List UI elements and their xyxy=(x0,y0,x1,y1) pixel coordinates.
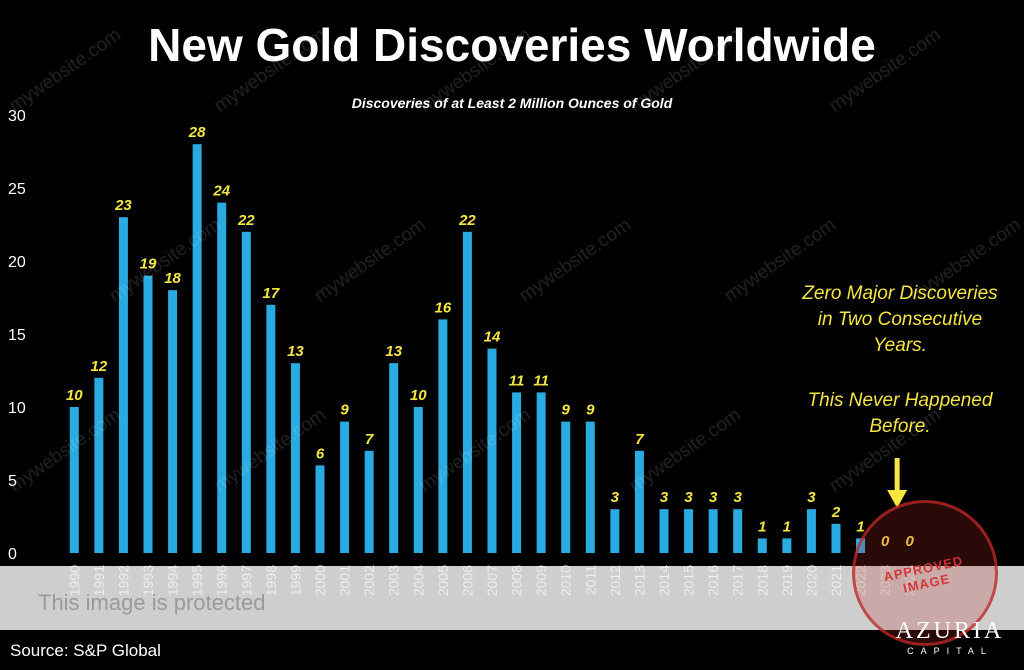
value-label-2001: 9 xyxy=(340,402,349,419)
value-label-2016: 3 xyxy=(709,489,718,506)
y-tick-label: 15 xyxy=(8,327,26,344)
value-label-2022: 1 xyxy=(856,518,864,535)
y-tick-label: 10 xyxy=(8,400,26,417)
bar-2014 xyxy=(659,509,669,553)
chart-title: New Gold Discoveries Worldwide xyxy=(148,19,876,71)
bar-2015 xyxy=(684,509,694,553)
value-label-1994: 18 xyxy=(164,270,181,287)
y-tick-label: 20 xyxy=(8,254,26,271)
annotation-never-happened: This Never Happened Before. xyxy=(807,390,993,437)
y-tick-label: 30 xyxy=(8,108,26,125)
down-arrow-icon xyxy=(887,458,908,508)
bar-1995 xyxy=(192,144,202,553)
value-label-2019: 1 xyxy=(783,518,791,535)
value-label-1995: 28 xyxy=(188,124,206,141)
value-label-2009: 11 xyxy=(533,372,549,389)
bar-2005 xyxy=(438,319,448,553)
bar-2021 xyxy=(831,523,841,553)
bar-2003 xyxy=(389,363,399,553)
value-label-2012: 3 xyxy=(611,489,620,506)
value-label-1991: 12 xyxy=(91,358,108,375)
arrow-head xyxy=(887,490,908,508)
protected-notice: This image is protected xyxy=(38,590,266,615)
value-label-1997: 22 xyxy=(237,212,255,229)
bar-1997 xyxy=(241,231,251,554)
value-label-2015: 3 xyxy=(684,489,693,506)
value-label-1998: 17 xyxy=(263,285,280,302)
value-label-1993: 19 xyxy=(140,256,157,273)
bar-2020 xyxy=(806,509,816,553)
value-label-1996: 24 xyxy=(212,183,230,200)
bar-1990 xyxy=(69,407,79,553)
value-label-2013: 7 xyxy=(635,431,644,448)
bar-1999 xyxy=(290,363,300,553)
value-label-2003: 13 xyxy=(385,343,402,360)
value-label-2010: 9 xyxy=(562,402,571,419)
bar-2013 xyxy=(634,450,644,553)
approved-stamp-icon: APPROVED IMAGE xyxy=(852,500,998,646)
value-label-2020: 3 xyxy=(807,489,816,506)
value-label-2008: 11 xyxy=(509,372,525,389)
value-label-1992: 23 xyxy=(114,197,132,214)
bar-1994 xyxy=(168,290,178,553)
bar-2012 xyxy=(610,509,620,553)
bar-1991 xyxy=(94,377,104,553)
bar-2000 xyxy=(315,465,325,553)
bar-1998 xyxy=(266,304,276,553)
bar-2007 xyxy=(487,348,497,553)
value-label-2017: 3 xyxy=(734,489,743,506)
bar-2002 xyxy=(364,450,374,553)
bars xyxy=(69,144,866,554)
value-label-2004: 10 xyxy=(410,387,427,404)
bar-1996 xyxy=(217,202,227,553)
brand-subtitle: CAPITAL xyxy=(907,646,993,656)
value-label-2021: 2 xyxy=(831,504,841,521)
bar-2004 xyxy=(413,407,423,553)
y-axis: 0 5 10 15 20 25 30 xyxy=(8,108,26,563)
y-tick-label: 5 xyxy=(8,473,17,490)
value-label-2014: 3 xyxy=(660,489,669,506)
value-label-2006: 22 xyxy=(458,212,476,229)
bar-2019 xyxy=(782,538,792,553)
bar-2016 xyxy=(708,509,718,553)
bar-2017 xyxy=(733,509,743,553)
value-label-2005: 16 xyxy=(435,299,452,316)
bar-2018 xyxy=(757,538,767,553)
bar-1993 xyxy=(143,275,153,553)
bar-2001 xyxy=(340,421,350,553)
bar-1992 xyxy=(118,217,128,553)
annotation-zero-discoveries: Zero Major Discoveries in Two Consecutiv… xyxy=(802,283,998,356)
y-tick-label: 25 xyxy=(8,181,26,198)
brand-name: AZURIA xyxy=(895,618,1005,644)
stamp-text: APPROVED IMAGE xyxy=(882,552,965,596)
brand-logo: AZURIA CAPITAL xyxy=(880,618,1020,656)
bar-2009 xyxy=(536,392,546,553)
bar-2010 xyxy=(561,421,571,553)
value-label-2018: 1 xyxy=(758,518,766,535)
y-tick-label: 0 xyxy=(8,546,17,563)
bar-2011 xyxy=(585,421,595,553)
value-label-2007: 14 xyxy=(484,329,501,346)
value-label-1990: 10 xyxy=(66,387,83,404)
value-label-2011: 9 xyxy=(586,402,595,419)
value-label-2000: 6 xyxy=(316,445,325,462)
bar-2008 xyxy=(512,392,522,553)
value-label-1999: 13 xyxy=(287,343,304,360)
chart-subtitle: Discoveries of at Least 2 Million Ounces… xyxy=(351,95,673,111)
source-label: Source: S&P Global xyxy=(10,641,161,660)
bar-2006 xyxy=(462,231,472,554)
value-label-2002: 7 xyxy=(365,431,374,448)
